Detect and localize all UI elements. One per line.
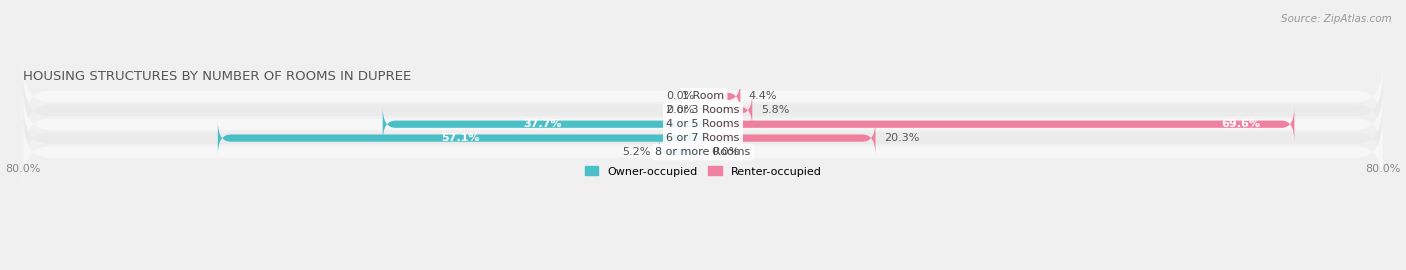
Text: 0.0%: 0.0% [666,105,695,115]
FancyBboxPatch shape [703,107,1295,141]
FancyBboxPatch shape [24,102,1382,174]
Text: 1 Room: 1 Room [682,91,724,101]
Text: 69.6%: 69.6% [1222,119,1260,129]
FancyBboxPatch shape [218,121,703,155]
FancyBboxPatch shape [659,135,703,169]
Text: 20.3%: 20.3% [884,133,920,143]
Legend: Owner-occupied, Renter-occupied: Owner-occupied, Renter-occupied [581,162,825,181]
FancyBboxPatch shape [24,88,1382,160]
Text: 0.0%: 0.0% [711,147,740,157]
Text: 0.0%: 0.0% [666,91,695,101]
Text: HOUSING STRUCTURES BY NUMBER OF ROOMS IN DUPREE: HOUSING STRUCTURES BY NUMBER OF ROOMS IN… [24,70,412,83]
FancyBboxPatch shape [703,121,876,155]
FancyBboxPatch shape [24,116,1382,188]
FancyBboxPatch shape [24,74,1382,146]
Text: 5.8%: 5.8% [761,105,789,115]
FancyBboxPatch shape [703,93,752,127]
Text: 6 or 7 Rooms: 6 or 7 Rooms [666,133,740,143]
Text: 4.4%: 4.4% [749,91,778,101]
Text: 4 or 5 Rooms: 4 or 5 Rooms [666,119,740,129]
Text: 8 or more Rooms: 8 or more Rooms [655,147,751,157]
FancyBboxPatch shape [703,79,741,114]
FancyBboxPatch shape [382,107,703,141]
Text: 57.1%: 57.1% [441,133,479,143]
Text: Source: ZipAtlas.com: Source: ZipAtlas.com [1281,14,1392,23]
FancyBboxPatch shape [24,60,1382,132]
Text: 5.2%: 5.2% [621,147,651,157]
Text: 37.7%: 37.7% [523,119,562,129]
Text: 2 or 3 Rooms: 2 or 3 Rooms [666,105,740,115]
